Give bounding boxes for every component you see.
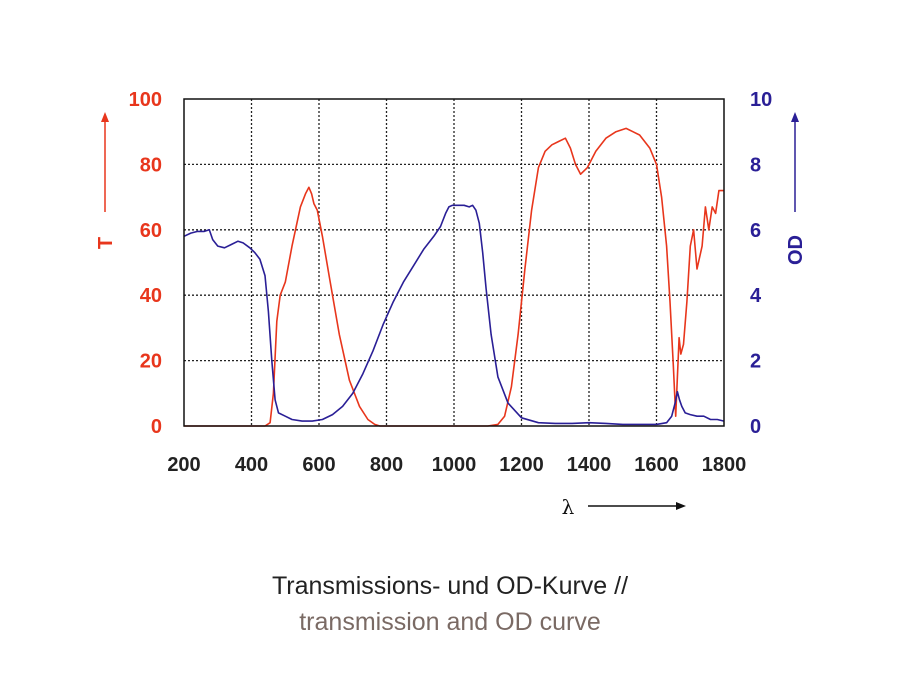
y-tick-label-right: 2 — [750, 351, 761, 373]
x-tick-label: 1600 — [634, 454, 679, 476]
y-tick-label-right: 0 — [750, 416, 761, 438]
y-axis-arrowhead-left — [101, 112, 109, 122]
x-tick-label: 200 — [167, 454, 200, 476]
od-curve — [183, 204, 725, 426]
plot-frame — [183, 98, 725, 427]
x-tick-label: 1200 — [499, 454, 544, 476]
y-tick-label-right: 6 — [750, 220, 761, 242]
grid-lines — [184, 99, 724, 426]
y-tick-label-left: 60 — [140, 220, 162, 242]
x-axis-title: λ — [562, 495, 686, 519]
y-tick-label-right: 8 — [750, 154, 761, 176]
caption-line-2: transmission and OD curve — [299, 608, 601, 636]
y-tick-label-left: 0 — [151, 416, 162, 438]
x-tick-label: 1400 — [567, 454, 612, 476]
x-tick-label: 1800 — [702, 454, 747, 476]
x-tick-label: 400 — [235, 454, 268, 476]
x-axis-arrowhead — [676, 502, 686, 510]
x-axis-label: λ — [562, 495, 575, 519]
transmission-curve — [184, 127, 724, 427]
y-axis-label-left: T — [95, 237, 117, 249]
y-tick-label-left: 20 — [140, 351, 162, 373]
y-tick-label-left: 80 — [140, 154, 162, 176]
x-tick-label: 800 — [370, 454, 403, 476]
x-tick-label: 600 — [302, 454, 335, 476]
y-axis-label-right: OD — [785, 235, 807, 265]
y-tick-label-right: 4 — [750, 285, 762, 307]
y-axis-title-left: T — [95, 112, 117, 249]
y-tick-label-left: 100 — [129, 89, 162, 111]
y-tick-label-right: 10 — [750, 89, 772, 111]
x-tick-label: 1000 — [432, 454, 477, 476]
series-layer — [183, 127, 725, 427]
caption-line-1: Transmissions- und OD-Kurve // — [271, 572, 629, 600]
y-tick-label-left: 40 — [140, 285, 162, 307]
y-axis-arrowhead-right — [791, 112, 799, 122]
y-axis-title-right: OD — [785, 112, 807, 265]
